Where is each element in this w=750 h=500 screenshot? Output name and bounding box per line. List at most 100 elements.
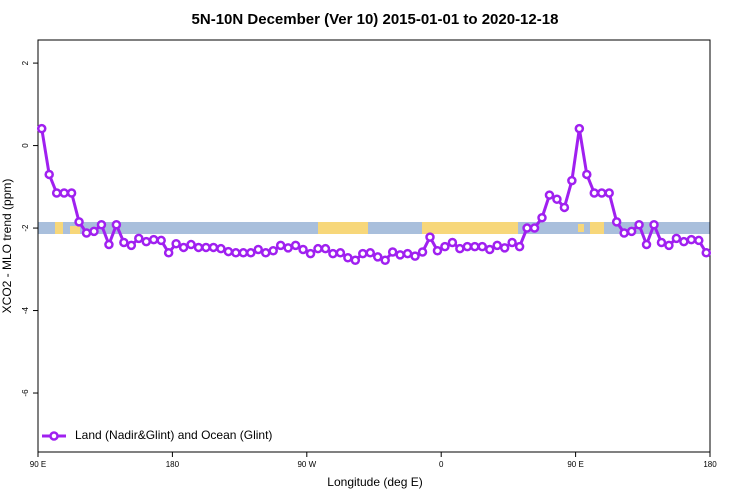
data-point bbox=[290, 240, 301, 251]
data-point bbox=[201, 242, 211, 253]
data-point bbox=[126, 240, 137, 251]
data-point bbox=[567, 175, 577, 186]
data-point bbox=[298, 244, 308, 255]
data-point bbox=[604, 188, 614, 198]
data-point bbox=[343, 253, 353, 263]
data-point bbox=[208, 242, 219, 253]
data-point bbox=[425, 232, 435, 242]
data-point bbox=[589, 188, 600, 198]
x-tick-label: 180 bbox=[166, 460, 180, 469]
data-point bbox=[119, 237, 129, 248]
data-point bbox=[499, 243, 510, 253]
legend: Land (Nadir&Glint) and Ocean (Glint) bbox=[42, 428, 272, 442]
data-point bbox=[574, 123, 585, 134]
x-tick-label: 90 E bbox=[30, 460, 46, 469]
data-point bbox=[178, 242, 189, 253]
data-point bbox=[380, 255, 390, 265]
data-point bbox=[484, 244, 495, 255]
data-point bbox=[59, 188, 69, 198]
plot-frame bbox=[37, 39, 711, 453]
data-point bbox=[66, 188, 77, 198]
data-point bbox=[335, 248, 346, 258]
data-point bbox=[365, 248, 376, 258]
data-point bbox=[537, 212, 547, 223]
data-point bbox=[44, 169, 54, 180]
data-point bbox=[455, 243, 465, 254]
data-point bbox=[104, 239, 114, 250]
x-tick-label: 0 bbox=[439, 460, 444, 469]
x-tick-label: 180 bbox=[703, 460, 717, 469]
data-point bbox=[186, 239, 196, 250]
data-point bbox=[253, 244, 264, 255]
data-point bbox=[358, 248, 368, 259]
data-point bbox=[89, 226, 99, 237]
data-point bbox=[216, 243, 226, 254]
y-axis-label: XCO2 - MLO trend (ppm) bbox=[0, 179, 14, 314]
y-tick-label: -6 bbox=[21, 389, 30, 397]
data-point bbox=[514, 241, 525, 252]
legend-marker bbox=[49, 431, 59, 441]
data-point bbox=[111, 220, 122, 230]
y-tick-label: 0 bbox=[21, 143, 30, 148]
data-point bbox=[664, 240, 674, 251]
data-point bbox=[260, 248, 271, 258]
data-point bbox=[544, 190, 555, 200]
data-point bbox=[641, 239, 652, 250]
data-point bbox=[440, 241, 450, 252]
data-point bbox=[231, 248, 241, 258]
data-point bbox=[634, 220, 644, 230]
data-point bbox=[701, 248, 712, 258]
data-point bbox=[275, 240, 286, 251]
data-point bbox=[417, 247, 428, 257]
data-point bbox=[238, 248, 249, 258]
data-point bbox=[619, 228, 629, 238]
data-point bbox=[694, 235, 704, 246]
data-point bbox=[81, 228, 92, 238]
data-point bbox=[559, 202, 570, 213]
data-point bbox=[171, 238, 181, 249]
data-point bbox=[492, 240, 502, 251]
data-point bbox=[477, 241, 488, 252]
data-point bbox=[134, 233, 144, 244]
chart-title: 5N-10N December (Ver 10) 2015-01-01 to 2… bbox=[192, 11, 559, 28]
data-point bbox=[193, 242, 204, 253]
data-point bbox=[529, 223, 540, 233]
data-point bbox=[447, 237, 458, 248]
data-point bbox=[74, 217, 84, 227]
data-point bbox=[462, 241, 473, 252]
data-point bbox=[148, 234, 159, 245]
legend-label: Land (Nadir&Glint) and Ocean (Glint) bbox=[75, 428, 272, 442]
data-point bbox=[372, 252, 383, 262]
data-point bbox=[656, 237, 667, 248]
land-ocean-band bbox=[38, 222, 710, 234]
data-point bbox=[387, 247, 398, 257]
data-point bbox=[246, 248, 256, 258]
data-point bbox=[686, 234, 697, 245]
data-point bbox=[410, 251, 420, 261]
data-point bbox=[163, 248, 174, 258]
data-point bbox=[96, 220, 107, 230]
y-tick-label: -4 bbox=[21, 306, 30, 314]
data-point bbox=[611, 217, 622, 227]
data-point bbox=[507, 237, 517, 248]
data-point bbox=[671, 233, 682, 244]
y-tick-label: 2 bbox=[21, 60, 30, 65]
y-tick-label: -2 bbox=[21, 224, 30, 232]
data-point bbox=[313, 243, 323, 254]
data-point bbox=[320, 243, 331, 254]
x-tick-label: 90 E bbox=[567, 460, 583, 469]
data-point bbox=[395, 250, 405, 260]
data-point bbox=[350, 255, 361, 265]
data-point bbox=[582, 169, 592, 180]
data-point bbox=[156, 235, 166, 246]
data-point bbox=[141, 236, 152, 247]
data-point bbox=[51, 188, 62, 198]
data-point bbox=[522, 223, 532, 233]
data-point bbox=[223, 246, 234, 257]
data-point bbox=[402, 248, 413, 259]
x-tick-label: 90 W bbox=[297, 460, 316, 469]
data-point bbox=[283, 243, 293, 253]
data-point bbox=[649, 220, 659, 230]
data-point bbox=[596, 188, 607, 198]
